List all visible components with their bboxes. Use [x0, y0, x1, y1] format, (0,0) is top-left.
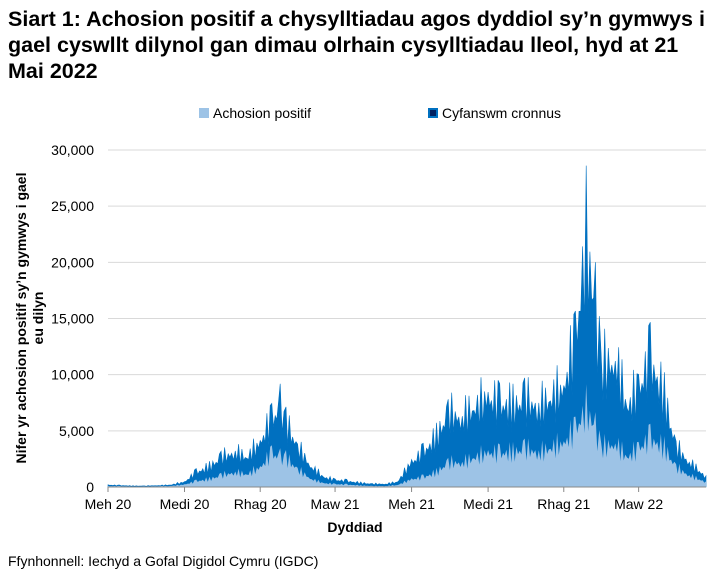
y-tick-label: 0 — [86, 479, 94, 495]
legend-label-cyfanswm: Cyfanswm cronnus — [442, 105, 561, 121]
legend-swatch-inner — [430, 110, 436, 116]
x-tick-label: Maw 21 — [311, 496, 360, 512]
y-tick-label: 15,000 — [51, 311, 94, 327]
x-tick-label: Meh 20 — [85, 496, 132, 512]
source-note: Ffynhonnell: Iechyd a Gofal Digidol Cymr… — [8, 553, 318, 569]
y-tick-label: 10,000 — [51, 367, 94, 383]
y-axis-title: Nifer yr achosion positif sy’n gymwys i … — [13, 173, 46, 464]
y-tick-label: 20,000 — [51, 254, 94, 270]
x-tick-label: Rhag 20 — [234, 496, 287, 512]
chart-title: Siart 1: Achosion positif a chysylltiada… — [8, 7, 705, 83]
legend-swatch-achosion — [199, 108, 209, 118]
series-area-achosion-positif — [108, 384, 706, 487]
x-tick-label: Rhag 21 — [537, 496, 590, 512]
y-axis-title-line1: Nifer yr achosion positif sy’n gymwys i … — [13, 173, 29, 464]
x-tick-label: Maw 22 — [614, 496, 663, 512]
x-tick-label: Medi 20 — [160, 496, 210, 512]
y-axis-title-line2: eu dilyn — [30, 292, 46, 345]
x-tick-label: Meh 21 — [388, 496, 435, 512]
x-tick-label: Medi 21 — [463, 496, 513, 512]
x-axis-title: Dyddiad — [327, 519, 382, 535]
legend-label-achosion: Achosion positif — [213, 105, 311, 121]
series-area-cyfanswm-cronnus — [107, 165, 707, 488]
y-tick-label: 5,000 — [59, 423, 94, 439]
legend: Achosion positif Cyfanswm cronnus — [199, 105, 561, 121]
y-tick-label: 25,000 — [51, 198, 94, 214]
y-tick-label: 30,000 — [51, 142, 94, 158]
